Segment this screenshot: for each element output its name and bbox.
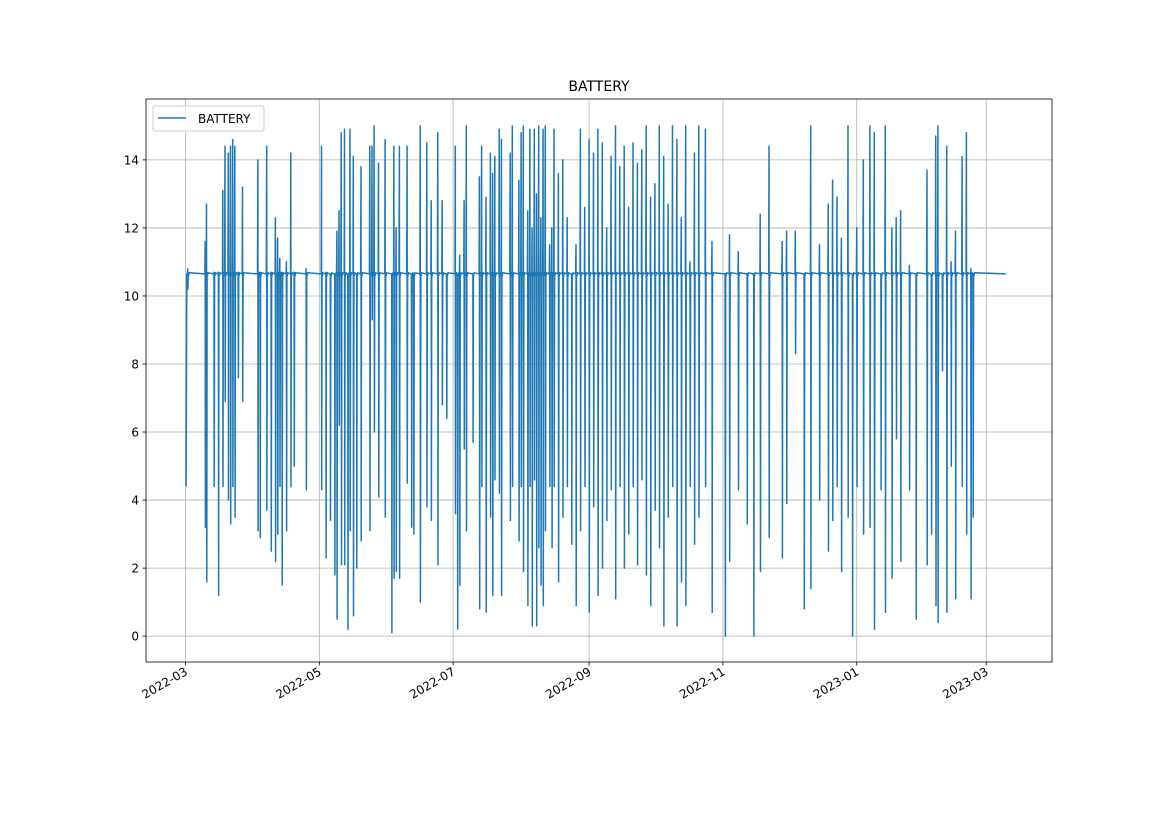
legend: BATTERY bbox=[152, 105, 265, 132]
grid-lines bbox=[146, 99, 1052, 662]
y-tick-label: 8 bbox=[131, 358, 139, 372]
y-tick-label: 4 bbox=[131, 494, 139, 508]
chart-title: BATTERY bbox=[568, 79, 630, 95]
axes-frame bbox=[145, 98, 1053, 663]
y-tick-label: 6 bbox=[131, 426, 139, 440]
y-axis: 0 2 4 6 8 10 12 14 bbox=[124, 153, 146, 644]
battery-series-line bbox=[185, 125, 1006, 637]
y-tick-label: 12 bbox=[124, 221, 139, 235]
y-tick-label: 10 bbox=[124, 289, 139, 303]
y-tick-label: 2 bbox=[131, 562, 139, 576]
legend-box bbox=[152, 105, 265, 132]
y-tick-label: 14 bbox=[124, 153, 139, 167]
y-tick-label: 0 bbox=[131, 630, 139, 644]
legend-label: BATTERY bbox=[198, 112, 251, 126]
